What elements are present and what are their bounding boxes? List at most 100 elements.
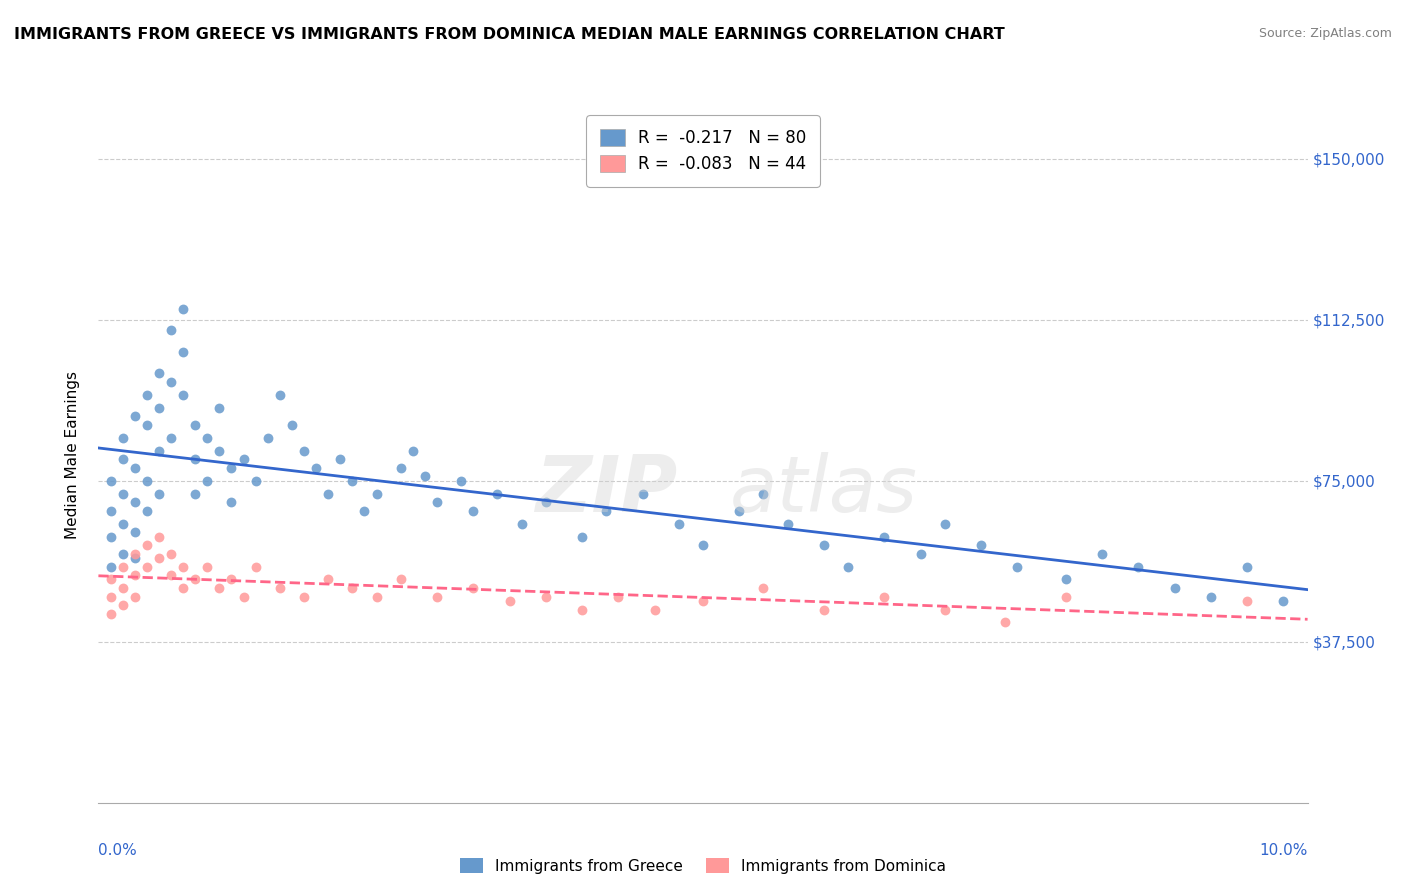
Point bbox=[281, 417, 304, 432]
Point bbox=[100, 590, 122, 604]
Point bbox=[402, 443, 425, 458]
Point bbox=[184, 573, 207, 587]
Point bbox=[256, 431, 278, 445]
Point bbox=[595, 504, 617, 518]
Point bbox=[232, 452, 254, 467]
Point bbox=[245, 559, 267, 574]
Point bbox=[135, 388, 157, 402]
Point bbox=[124, 590, 146, 604]
Point bbox=[172, 301, 194, 316]
Point bbox=[160, 323, 183, 337]
Point bbox=[607, 590, 630, 604]
Point bbox=[124, 460, 146, 475]
Point bbox=[269, 388, 291, 402]
Point bbox=[1236, 559, 1258, 574]
Point bbox=[160, 431, 183, 445]
Point bbox=[135, 504, 157, 518]
Point bbox=[195, 474, 218, 488]
Point bbox=[111, 547, 134, 561]
Point bbox=[1091, 547, 1114, 561]
Point bbox=[752, 486, 775, 500]
Point bbox=[426, 495, 449, 509]
Point bbox=[111, 431, 134, 445]
Point bbox=[1236, 594, 1258, 608]
Point bbox=[873, 529, 896, 543]
Point bbox=[172, 559, 194, 574]
Point bbox=[269, 581, 291, 595]
Point bbox=[124, 568, 146, 582]
Point bbox=[184, 486, 207, 500]
Point bbox=[160, 568, 183, 582]
Point bbox=[1163, 581, 1185, 595]
Y-axis label: Median Male Earnings: Median Male Earnings bbox=[65, 371, 80, 539]
Point bbox=[135, 417, 157, 432]
Point bbox=[316, 486, 339, 500]
Point bbox=[292, 590, 315, 604]
Point bbox=[534, 590, 557, 604]
Point bbox=[124, 495, 146, 509]
Point bbox=[366, 486, 388, 500]
Text: atlas: atlas bbox=[730, 451, 918, 528]
Point bbox=[934, 602, 956, 616]
Text: 0.0%: 0.0% bbox=[98, 843, 138, 858]
Point bbox=[813, 538, 835, 552]
Point bbox=[316, 573, 339, 587]
Point bbox=[668, 516, 690, 531]
Text: IMMIGRANTS FROM GREECE VS IMMIGRANTS FROM DOMINICA MEDIAN MALE EARNINGS CORRELAT: IMMIGRANTS FROM GREECE VS IMMIGRANTS FRO… bbox=[14, 27, 1005, 42]
Point bbox=[100, 607, 122, 621]
Point bbox=[195, 559, 218, 574]
Point bbox=[463, 504, 485, 518]
Point bbox=[776, 516, 799, 531]
Point bbox=[124, 547, 146, 561]
Point bbox=[994, 615, 1017, 630]
Point bbox=[100, 504, 122, 518]
Point bbox=[353, 504, 375, 518]
Point bbox=[160, 375, 183, 389]
Point bbox=[1128, 559, 1150, 574]
Point bbox=[148, 401, 170, 415]
Point bbox=[148, 529, 170, 543]
Point bbox=[208, 443, 231, 458]
Point bbox=[389, 460, 412, 475]
Point bbox=[426, 590, 449, 604]
Point bbox=[510, 516, 533, 531]
Point bbox=[873, 590, 896, 604]
Point bbox=[342, 581, 364, 595]
Point bbox=[111, 581, 134, 595]
Point bbox=[111, 599, 134, 613]
Point bbox=[571, 529, 593, 543]
Point bbox=[1199, 590, 1222, 604]
Point bbox=[644, 602, 666, 616]
Point bbox=[195, 431, 218, 445]
Point bbox=[571, 602, 593, 616]
Point bbox=[970, 538, 993, 552]
Point bbox=[111, 559, 134, 574]
Point bbox=[631, 486, 654, 500]
Point bbox=[111, 486, 134, 500]
Point bbox=[232, 590, 254, 604]
Point bbox=[342, 474, 364, 488]
Point bbox=[148, 551, 170, 566]
Point bbox=[135, 559, 157, 574]
Point bbox=[534, 495, 557, 509]
Point bbox=[329, 452, 352, 467]
Point bbox=[910, 547, 932, 561]
Point bbox=[184, 452, 207, 467]
Point bbox=[413, 469, 436, 483]
Point bbox=[148, 367, 170, 381]
Point bbox=[813, 602, 835, 616]
Point bbox=[172, 581, 194, 595]
Point bbox=[100, 529, 122, 543]
Point bbox=[692, 538, 714, 552]
Point bbox=[124, 409, 146, 424]
Point bbox=[100, 559, 122, 574]
Point bbox=[1272, 594, 1295, 608]
Point bbox=[124, 525, 146, 540]
Point bbox=[124, 551, 146, 566]
Point bbox=[111, 516, 134, 531]
Point bbox=[752, 581, 775, 595]
Point bbox=[160, 547, 183, 561]
Point bbox=[305, 460, 328, 475]
Point bbox=[1054, 590, 1077, 604]
Point bbox=[148, 443, 170, 458]
